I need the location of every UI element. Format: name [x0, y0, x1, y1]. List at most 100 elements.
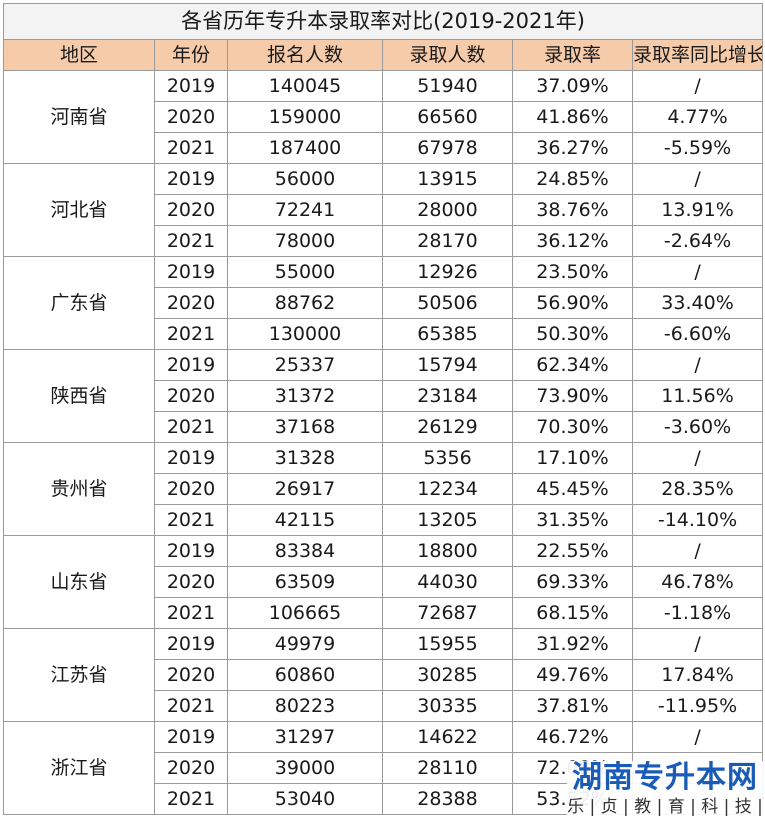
applicants-cell: 56000	[227, 163, 383, 195]
admitted-cell: 28110	[382, 752, 513, 784]
year-cell: 2019	[154, 256, 228, 288]
table-row: 广东省 2019 55000 12926 23.50% /	[3, 256, 764, 350]
growth-cell: /	[631, 349, 764, 381]
year-cell: 2019	[154, 535, 228, 567]
table-row: 河南省 2019 140045 51940 37.09% /	[3, 70, 764, 164]
admitted-cell: 14622	[382, 721, 513, 753]
province-cell: 河南省	[3, 70, 155, 164]
column-header: 地区	[3, 39, 155, 71]
growth-cell: 46.78%	[631, 566, 764, 598]
year-cell: 2019	[154, 721, 228, 753]
growth-cell: 17.84%	[631, 659, 764, 691]
growth-cell: 28.35%	[631, 473, 764, 505]
growth-cell: 33.40%	[631, 287, 764, 319]
applicants-cell: 63509	[227, 566, 383, 598]
applicants-cell: 31372	[227, 380, 383, 412]
year-cell: 2019	[154, 163, 228, 195]
growth-cell: /	[631, 721, 764, 753]
applicants-cell: 39000	[227, 752, 383, 784]
year-cell: 2020	[154, 194, 228, 226]
growth-cell: -1.18%	[631, 597, 764, 629]
province-cell: 陕西省	[3, 349, 155, 443]
year-cell: 2019	[154, 70, 228, 102]
applicants-cell: 37168	[227, 411, 383, 443]
growth-cell: 13.91%	[631, 194, 764, 226]
year-cell: 2021	[154, 597, 228, 629]
growth-cell: -6.60%	[631, 318, 764, 350]
admitted-cell: 50506	[382, 287, 513, 319]
watermark-logo: 湖南专升本网 乐 | 贞 | 教 | 育 | 科 | 技 |	[567, 761, 763, 819]
year-cell: 2021	[154, 318, 228, 350]
growth-cell: -3.60%	[631, 411, 764, 443]
rate-cell: 17.10%	[512, 442, 633, 474]
rate-cell: 69.33%	[512, 566, 633, 598]
admitted-cell: 65385	[382, 318, 513, 350]
admitted-cell: 28000	[382, 194, 513, 226]
year-cell: 2021	[154, 504, 228, 536]
rate-cell: 37.09%	[512, 70, 633, 102]
applicants-cell: 31297	[227, 721, 383, 753]
admitted-cell: 67978	[382, 132, 513, 164]
rate-cell: 49.76%	[512, 659, 633, 691]
watermark-sub-text: 乐 | 贞 | 教 | 育 | 科 | 技 |	[567, 797, 763, 817]
rate-cell: 46.72%	[512, 721, 633, 753]
growth-cell: /	[631, 256, 764, 288]
table-row: 2020 159000 66560 41.86% 4.77%	[4, 101, 764, 133]
rate-cell: 68.15%	[512, 597, 633, 629]
province-cell: 山东省	[3, 535, 155, 629]
table-row: 山东省 2019 83384 18800 22.55% /	[3, 535, 764, 629]
admitted-cell: 30285	[382, 659, 513, 691]
applicants-cell: 140045	[227, 70, 383, 102]
applicants-cell: 53040	[227, 783, 383, 815]
table-row: 2020390002811072.08%	[4, 752, 764, 784]
admitted-cell: 15955	[382, 628, 513, 660]
applicants-cell: 88762	[227, 287, 383, 319]
rate-cell: 22.55%	[512, 535, 633, 567]
growth-cell: -14.10%	[631, 504, 764, 536]
admitted-cell: 51940	[382, 70, 513, 102]
rate-cell: 31.92%	[512, 628, 633, 660]
rate-cell: 24.85%	[512, 163, 633, 195]
admitted-cell: 28170	[382, 225, 513, 257]
table-row: 江苏省 2019 49979 15955 31.92% /	[3, 628, 764, 722]
column-header: 年份	[154, 39, 228, 71]
rate-cell: 50.30%	[512, 318, 633, 350]
province-cell: 广东省	[3, 256, 155, 350]
header-row: 地区 年份 报名人数 录取人数 录取率 录取率同比增长	[3, 39, 764, 71]
table-row: 河北省 2019 56000 13915 24.85% /	[3, 163, 764, 257]
year-cell: 2021	[154, 225, 228, 257]
growth-cell: 4.77%	[631, 101, 764, 133]
applicants-cell: 25337	[227, 349, 383, 381]
table-row: 2020 72241 28000 38.76% 13.91%	[4, 194, 764, 226]
growth-cell: /	[631, 70, 764, 102]
year-cell: 2021	[154, 783, 228, 815]
growth-cell: -5.59%	[631, 132, 764, 164]
admitted-cell: 15794	[382, 349, 513, 381]
year-cell: 2020	[154, 659, 228, 691]
admission-rate-table: 各省历年专升本录取率对比(2019-2021年) 地区 年份 报名人数 录取人数 录取率…	[2, 3, 764, 815]
growth-cell: /	[631, 628, 764, 660]
admitted-cell: 23184	[382, 380, 513, 412]
applicants-cell: 80223	[227, 690, 383, 722]
growth-cell: 11.56%	[631, 380, 764, 412]
table-row: 2021 106665 72687 68.15% -1.18%	[4, 597, 764, 629]
table-row: 2021 130000 65385 50.30% -6.60%	[4, 318, 764, 350]
rate-cell: 41.86%	[512, 101, 633, 133]
table-row: 2020 88762 50506 56.90% 33.40%	[4, 287, 764, 319]
growth-cell: -2.64%	[631, 225, 764, 257]
province-cell: 江苏省	[3, 628, 155, 722]
admitted-cell: 12926	[382, 256, 513, 288]
admitted-cell: 26129	[382, 411, 513, 443]
applicants-cell: 187400	[227, 132, 383, 164]
rate-cell: 45.45%	[512, 473, 633, 505]
table-row: 陕西省 2019 25337 15794 62.34% /	[3, 349, 764, 443]
table-row: 2021 187400 67978 36.27% -5.59%	[4, 132, 764, 164]
admitted-cell: 12234	[382, 473, 513, 505]
applicants-cell: 26917	[227, 473, 383, 505]
year-cell: 2020	[154, 566, 228, 598]
applicants-cell: 42115	[227, 504, 383, 536]
admitted-cell: 13205	[382, 504, 513, 536]
watermark-main-text: 湖南专升本网	[572, 760, 758, 795]
rate-cell: 23.50%	[512, 256, 633, 288]
applicants-cell: 72241	[227, 194, 383, 226]
